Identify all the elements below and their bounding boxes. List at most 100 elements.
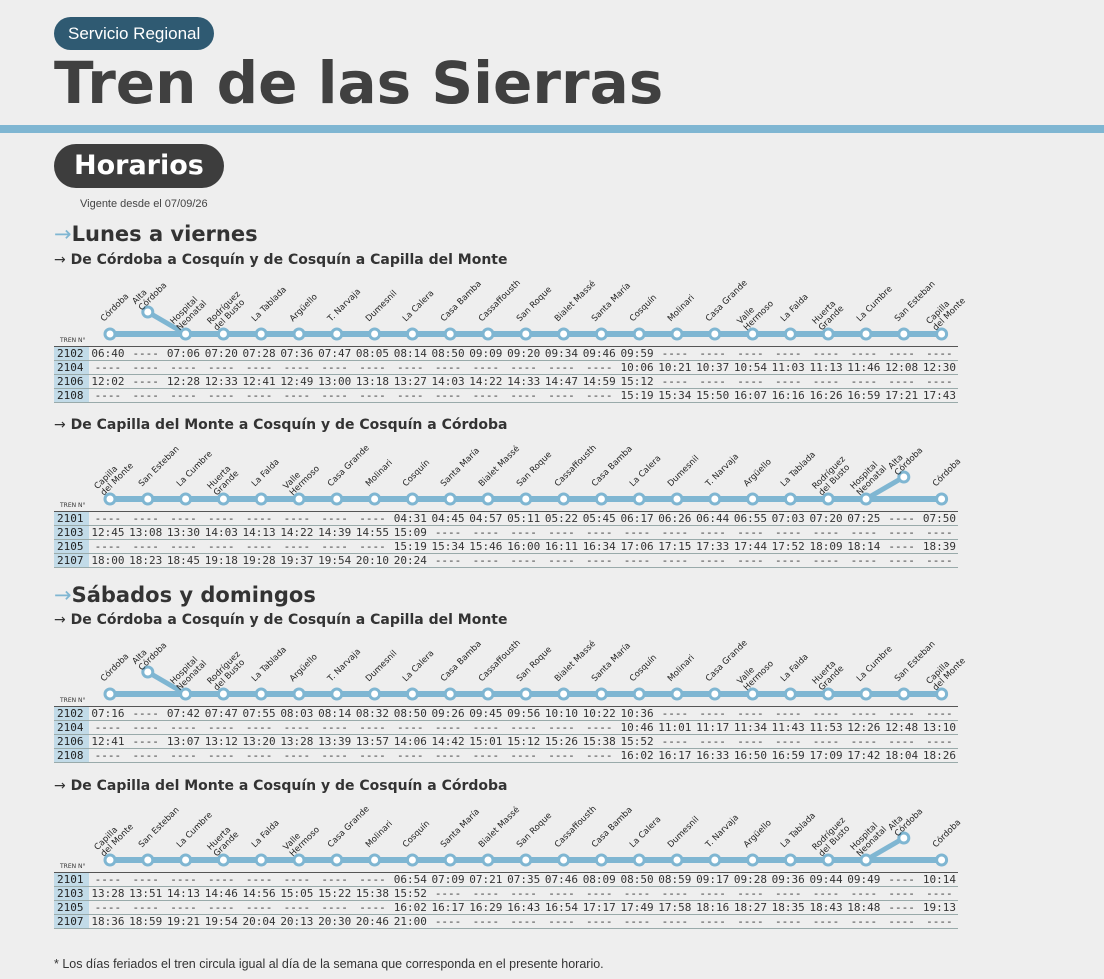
train-number: 2102 xyxy=(54,706,89,721)
time-cell: 15:19 xyxy=(391,539,430,554)
station-dot xyxy=(254,492,268,506)
table-row: 2103 12:45 13:08 13:30 14:03 14:13 14:22 14:39 1… xyxy=(54,525,959,540)
time-cell: 13:10 xyxy=(920,720,959,735)
time-cell: 08:50 xyxy=(618,872,656,887)
station-dot xyxy=(935,853,949,867)
station-dot xyxy=(368,327,382,341)
time-cell: ---- xyxy=(769,734,808,749)
time-cell: ---- xyxy=(353,720,392,735)
time-cell: 10:06 xyxy=(618,360,656,375)
time-cell: ---- xyxy=(89,720,127,735)
timetable-block: Capilla del Monte San Esteban La Cumbre Hue… xyxy=(54,794,964,929)
station-dot xyxy=(821,853,835,867)
time-cell: 04:57 xyxy=(466,511,505,526)
time-cell: 17:06 xyxy=(618,539,656,554)
time-cell: ---- xyxy=(466,525,505,540)
station-dot xyxy=(179,687,193,701)
station-dot xyxy=(632,327,646,341)
station-dot xyxy=(481,492,495,506)
train-number: 2101 xyxy=(54,872,89,887)
schedule-table: 2102 07:16 ---- 07:42 07:47 07:55 08:03 08:14 08… xyxy=(54,706,959,763)
time-cell: ---- xyxy=(920,706,959,721)
station-dot xyxy=(141,853,155,867)
time-cell: ---- xyxy=(542,388,581,403)
time-cell: ---- xyxy=(731,706,770,721)
station-dot xyxy=(368,687,382,701)
time-cell: 11:17 xyxy=(693,720,732,735)
time-cell: ---- xyxy=(542,360,581,375)
arrow-right-icon: → xyxy=(54,583,72,607)
station-dot xyxy=(821,327,835,341)
time-cell: ---- xyxy=(126,346,165,361)
time-cell: ---- xyxy=(731,886,770,901)
time-cell: ---- xyxy=(580,388,619,403)
time-cell: ---- xyxy=(542,886,581,901)
time-cell: ---- xyxy=(126,900,165,915)
time-cell: ---- xyxy=(693,553,732,568)
train-number: 2108 xyxy=(54,388,89,403)
time-cell: 05:11 xyxy=(504,511,543,526)
time-cell: ---- xyxy=(655,914,694,929)
time-cell: 09:34 xyxy=(542,346,581,361)
time-cell: ---- xyxy=(240,511,278,526)
time-cell: 18:00 xyxy=(89,553,127,568)
time-cell: 16:29 xyxy=(466,900,505,915)
time-cell: ---- xyxy=(542,748,581,763)
time-cell: 15:22 xyxy=(315,886,354,901)
station-dot xyxy=(216,853,230,867)
station-dot xyxy=(859,687,873,701)
station-dot xyxy=(746,687,760,701)
time-cell: ---- xyxy=(89,900,127,915)
station-dot xyxy=(443,853,457,867)
time-cell: 16:34 xyxy=(580,539,619,554)
time-cell: ---- xyxy=(504,886,543,901)
station-dot xyxy=(103,327,117,341)
time-cell: 08:14 xyxy=(391,346,430,361)
time-cell: ---- xyxy=(844,553,883,568)
station-dot xyxy=(708,492,722,506)
time-cell: 04:31 xyxy=(391,511,430,526)
time-cell: 12:26 xyxy=(844,720,883,735)
time-cell: ---- xyxy=(466,553,505,568)
station-dot xyxy=(254,327,268,341)
station-dot xyxy=(405,327,419,341)
time-cell: ---- xyxy=(920,525,959,540)
time-cell: ---- xyxy=(920,734,959,749)
time-cell: 14:13 xyxy=(164,886,203,901)
time-cell: ---- xyxy=(504,553,543,568)
time-cell: ---- xyxy=(504,388,543,403)
time-cell: ---- xyxy=(618,525,656,540)
time-cell: ---- xyxy=(920,553,959,568)
train-number: 2105 xyxy=(54,900,89,915)
time-cell: ---- xyxy=(126,706,165,721)
time-cell: ---- xyxy=(618,914,656,929)
time-cell: 17:09 xyxy=(807,748,845,763)
time-cell: 19:37 xyxy=(277,553,316,568)
time-cell: ---- xyxy=(315,511,354,526)
time-cell: 19:21 xyxy=(164,914,203,929)
train-number: 2105 xyxy=(54,539,89,554)
arrow-right-icon: → xyxy=(54,417,66,433)
station-dot xyxy=(443,327,457,341)
station-dot xyxy=(594,492,608,506)
time-cell: 09:28 xyxy=(731,872,770,887)
time-cell: 14:55 xyxy=(353,525,392,540)
station-dot xyxy=(254,853,268,867)
time-cell: ---- xyxy=(315,748,354,763)
arrow-right-icon: → xyxy=(54,612,66,628)
station-dot xyxy=(632,492,646,506)
time-cell: 07:28 xyxy=(240,346,278,361)
time-cell: 17:52 xyxy=(769,539,808,554)
time-cell: 16:43 xyxy=(504,900,543,915)
time-cell: 16:07 xyxy=(731,388,770,403)
time-cell: ---- xyxy=(807,525,845,540)
time-cell: 09:20 xyxy=(504,346,543,361)
table-row: 2102 07:16 ---- 07:42 07:47 07:55 08:03 08:14 08… xyxy=(54,706,959,721)
time-cell: ---- xyxy=(882,706,921,721)
station-dot xyxy=(594,687,608,701)
station-dot xyxy=(708,687,722,701)
station-dot xyxy=(330,492,344,506)
route-branch-line xyxy=(146,669,187,697)
time-cell: 18:14 xyxy=(844,539,883,554)
time-cell: 13:07 xyxy=(164,734,203,749)
